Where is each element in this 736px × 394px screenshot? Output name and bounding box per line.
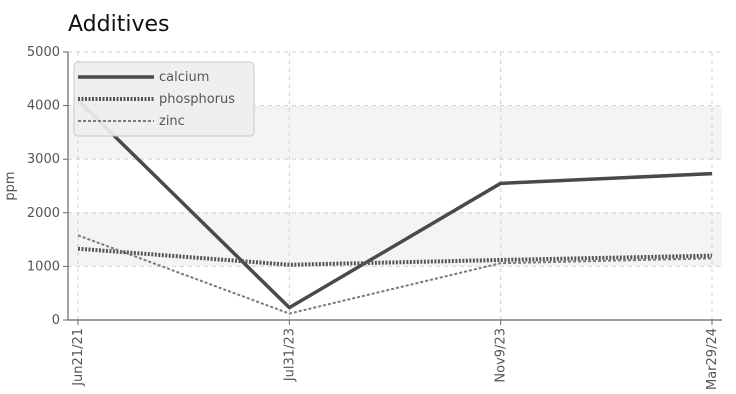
legend-box [73, 61, 255, 137]
y-tick-label: 0 [52, 313, 60, 328]
x-tick-label: Jun21/21 [71, 328, 86, 387]
y-tick-label: 1000 [27, 259, 60, 274]
x-tick-label: Mar29/24 [705, 328, 720, 390]
axes [63, 51, 722, 325]
series-line-calcium [76, 98, 713, 310]
grid-lines [68, 51, 722, 320]
y-tick-label: 2000 [27, 206, 60, 221]
legend-label-calcium: calcium [159, 70, 209, 85]
legend-label-phosphorus: phosphorus [159, 92, 235, 107]
series-lines [76, 98, 713, 315]
y-tick-labels: 0 1000 2000 3000 4000 5000 [27, 45, 60, 328]
x-tick-labels: Jun21/21 Jul31/23 Nov9/23 Mar29/24 [71, 328, 720, 390]
y-tick-label: 4000 [27, 99, 60, 114]
x-tick-label: Nov9/23 [494, 328, 509, 383]
y-axis-title: ppm [3, 171, 18, 200]
series-line-zinc [77, 234, 713, 315]
y-tick-label: 3000 [27, 152, 60, 167]
y-tick-label: 5000 [27, 45, 60, 60]
legend: calcium phosphorus zinc [73, 61, 255, 137]
series-line-phosphorus [77, 246, 713, 267]
chart-title: Additives [68, 12, 169, 37]
x-tick-label: Jul31/23 [282, 328, 297, 382]
legend-label-zinc: zinc [159, 114, 185, 129]
